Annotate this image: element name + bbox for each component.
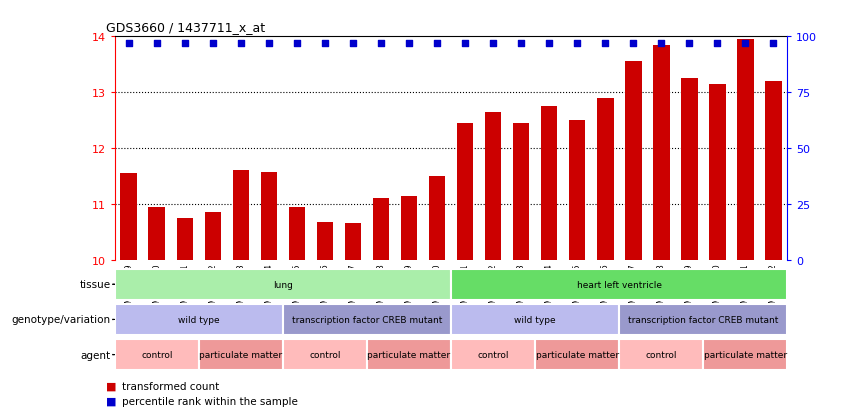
Point [458,40,471,47]
Bar [176,218,193,260]
Point [626,40,640,47]
Point [346,40,360,47]
Point [767,40,780,47]
Point [683,40,696,47]
Text: wild type: wild type [514,315,556,324]
Bar [429,177,445,260]
Text: particulate matter: particulate matter [704,350,786,359]
Bar [620,304,787,335]
Bar [401,196,417,260]
Bar [765,82,781,260]
Point [318,40,332,47]
Bar [232,171,249,260]
Text: control: control [309,350,340,359]
Bar [317,222,334,260]
Bar [681,79,698,260]
Bar [283,304,451,335]
Text: wild type: wild type [178,315,220,324]
Point [711,40,724,47]
Text: particulate matter: particulate matter [535,350,619,359]
Bar [451,269,787,300]
Bar [367,339,451,370]
Text: control: control [477,350,509,359]
Point [739,40,752,47]
Bar [121,174,137,260]
Point [234,40,248,47]
Point [403,40,416,47]
Bar [149,207,165,260]
Text: transcription factor CREB mutant: transcription factor CREB mutant [628,315,779,324]
Text: agent: agent [81,350,111,360]
Bar [204,213,221,260]
Bar [703,339,787,370]
Bar [457,123,473,260]
Bar [260,172,277,260]
Bar [568,121,585,260]
Text: particulate matter: particulate matter [199,350,283,359]
Text: genotype/variation: genotype/variation [12,315,111,325]
Text: lung: lung [273,280,293,289]
Bar [540,107,557,260]
Bar [535,339,620,370]
Point [374,40,388,47]
Point [122,40,135,47]
Text: transcription factor CREB mutant: transcription factor CREB mutant [292,315,443,324]
Point [514,40,528,47]
Text: particulate matter: particulate matter [368,350,450,359]
Text: GDS3660 / 1437711_x_at: GDS3660 / 1437711_x_at [106,21,266,33]
Bar [115,304,283,335]
Bar [199,339,283,370]
Point [206,40,220,47]
Point [654,40,668,47]
Bar [115,339,199,370]
Text: ■: ■ [106,381,117,391]
Point [598,40,612,47]
Text: tissue: tissue [79,280,111,290]
Bar [451,304,620,335]
Bar [283,339,367,370]
Bar [485,112,501,260]
Bar [451,339,535,370]
Point [178,40,191,47]
Point [150,40,163,47]
Bar [115,269,451,300]
Bar [737,40,754,260]
Bar [373,199,390,260]
Point [542,40,556,47]
Text: heart left ventricle: heart left ventricle [577,280,661,289]
Text: control: control [645,350,677,359]
Point [431,40,444,47]
Text: ■: ■ [106,396,117,406]
Bar [620,339,703,370]
Bar [597,98,614,260]
Bar [512,123,529,260]
Point [486,40,500,47]
Bar [709,85,726,260]
Bar [625,62,642,260]
Point [290,40,304,47]
Bar [653,45,670,260]
Point [570,40,584,47]
Text: percentile rank within the sample: percentile rank within the sample [122,396,298,406]
Point [262,40,276,47]
Text: control: control [141,350,173,359]
Bar [288,207,306,260]
Bar [345,224,362,260]
Text: transformed count: transformed count [122,381,219,391]
